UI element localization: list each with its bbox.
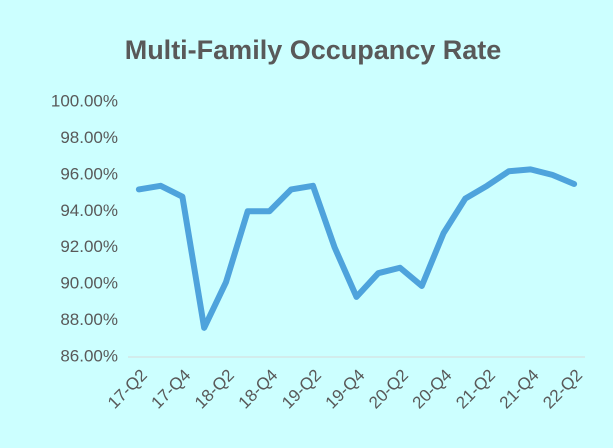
chart-title: Multi-Family Occupancy Rate [125,35,502,65]
y-tick-label: 98.00% [60,128,118,147]
y-tick-label: 92.00% [60,237,118,256]
y-tick-label: 96.00% [60,164,118,183]
line [135,166,578,331]
y-tick-label: 94.00% [60,201,118,220]
y-tick-label: 90.00% [60,274,118,293]
y-tick-label: 100.00% [51,91,118,110]
y-tick-label: 88.00% [60,310,118,329]
y-tick-label: 86.00% [60,346,118,365]
